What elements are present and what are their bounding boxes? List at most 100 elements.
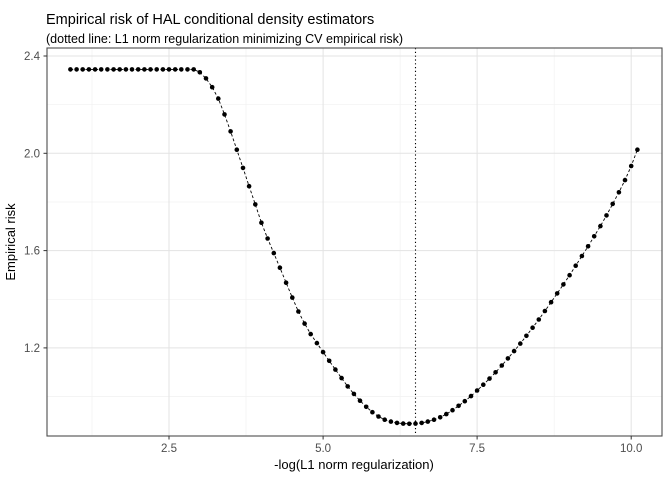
data-series-layer [68, 48, 640, 436]
data-point [203, 76, 209, 81]
data-point [573, 263, 578, 269]
data-point [308, 331, 314, 337]
data-point [80, 67, 85, 72]
data-point [296, 309, 301, 314]
y-tick-label: 1.2 [24, 343, 40, 355]
data-point [253, 202, 258, 207]
data-point [524, 333, 529, 339]
gridline-layer [47, 48, 662, 436]
data-point [431, 417, 437, 423]
data-point [511, 348, 517, 354]
data-point [388, 419, 394, 424]
data-point [265, 236, 270, 241]
data-point [148, 67, 153, 72]
data-point [598, 223, 603, 229]
data-point [616, 190, 622, 195]
data-point [172, 67, 178, 72]
data-point [339, 375, 344, 381]
axis-layer: 2.5 5.0 7.5 10.0 1.2 1.6 2.0 2.4 [24, 51, 642, 455]
data-point [240, 165, 246, 171]
data-point [92, 67, 98, 72]
x-tick-label: 5.0 [315, 443, 331, 455]
data-point [413, 421, 418, 426]
data-point [123, 67, 129, 72]
data-point [561, 282, 566, 287]
data-point [259, 220, 264, 225]
data-point [604, 213, 609, 218]
data-point [86, 67, 92, 72]
data-point [400, 421, 406, 426]
y-axis-title: Empirical risk [3, 203, 18, 281]
data-point [635, 147, 640, 152]
chart-title: Empirical risk of HAL conditional densit… [46, 12, 374, 28]
data-point [530, 325, 535, 331]
data-point [481, 382, 486, 388]
data-point [290, 295, 295, 300]
data-point [437, 415, 443, 420]
data-point [105, 67, 110, 72]
data-point [419, 420, 425, 426]
data-point [468, 393, 474, 399]
data-point [216, 96, 221, 101]
data-point [234, 147, 240, 152]
data-point [191, 67, 196, 72]
data-point [68, 67, 73, 72]
data-point [228, 129, 233, 134]
data-point [117, 67, 122, 72]
panel-border [46, 47, 663, 437]
data-point [98, 67, 104, 72]
data-point [370, 409, 375, 415]
data-point [425, 419, 431, 424]
data-point [493, 370, 498, 375]
data-point [314, 340, 320, 346]
data-point [407, 421, 412, 427]
y-tick-label: 2.4 [24, 51, 41, 63]
data-point [185, 67, 190, 72]
data-point [135, 67, 141, 72]
data-point [474, 388, 480, 393]
data-point [548, 299, 554, 305]
data-point [376, 414, 381, 419]
data-point [444, 411, 449, 417]
data-point [567, 272, 572, 278]
data-point [394, 420, 400, 426]
data-point [610, 201, 615, 207]
x-tick-label: 10.0 [620, 443, 642, 455]
data-point [283, 280, 289, 286]
data-point [277, 265, 283, 271]
data-point [487, 376, 492, 381]
data-point [166, 67, 172, 72]
data-point [585, 244, 591, 249]
data-point [111, 67, 116, 72]
data-point [382, 417, 388, 423]
data-point [197, 70, 203, 75]
data-point [179, 67, 184, 72]
data-point [320, 349, 326, 355]
data-point [271, 250, 277, 256]
data-point [505, 356, 511, 361]
data-point [628, 163, 634, 169]
data-point [450, 407, 455, 413]
data-point [351, 391, 357, 397]
x-axis-title: -log(L1 norm regularization) [274, 457, 434, 472]
data-point [154, 67, 159, 72]
data-point [345, 384, 351, 389]
data-point [142, 67, 147, 72]
data-point [462, 398, 468, 404]
x-tick-label: 7.5 [469, 443, 485, 455]
data-point [536, 317, 542, 322]
data-point [160, 67, 166, 72]
data-point [542, 308, 548, 314]
y-tick-label: 2.0 [24, 148, 40, 160]
data-point [326, 358, 332, 364]
data-point [302, 321, 307, 326]
data-point [246, 183, 252, 189]
data-point [333, 367, 338, 372]
data-point [518, 341, 523, 346]
chart-subtitle: (dotted line: L1 norm regularization min… [46, 32, 403, 46]
data-point [357, 398, 363, 404]
data-point [591, 234, 597, 239]
data-point [456, 403, 461, 409]
